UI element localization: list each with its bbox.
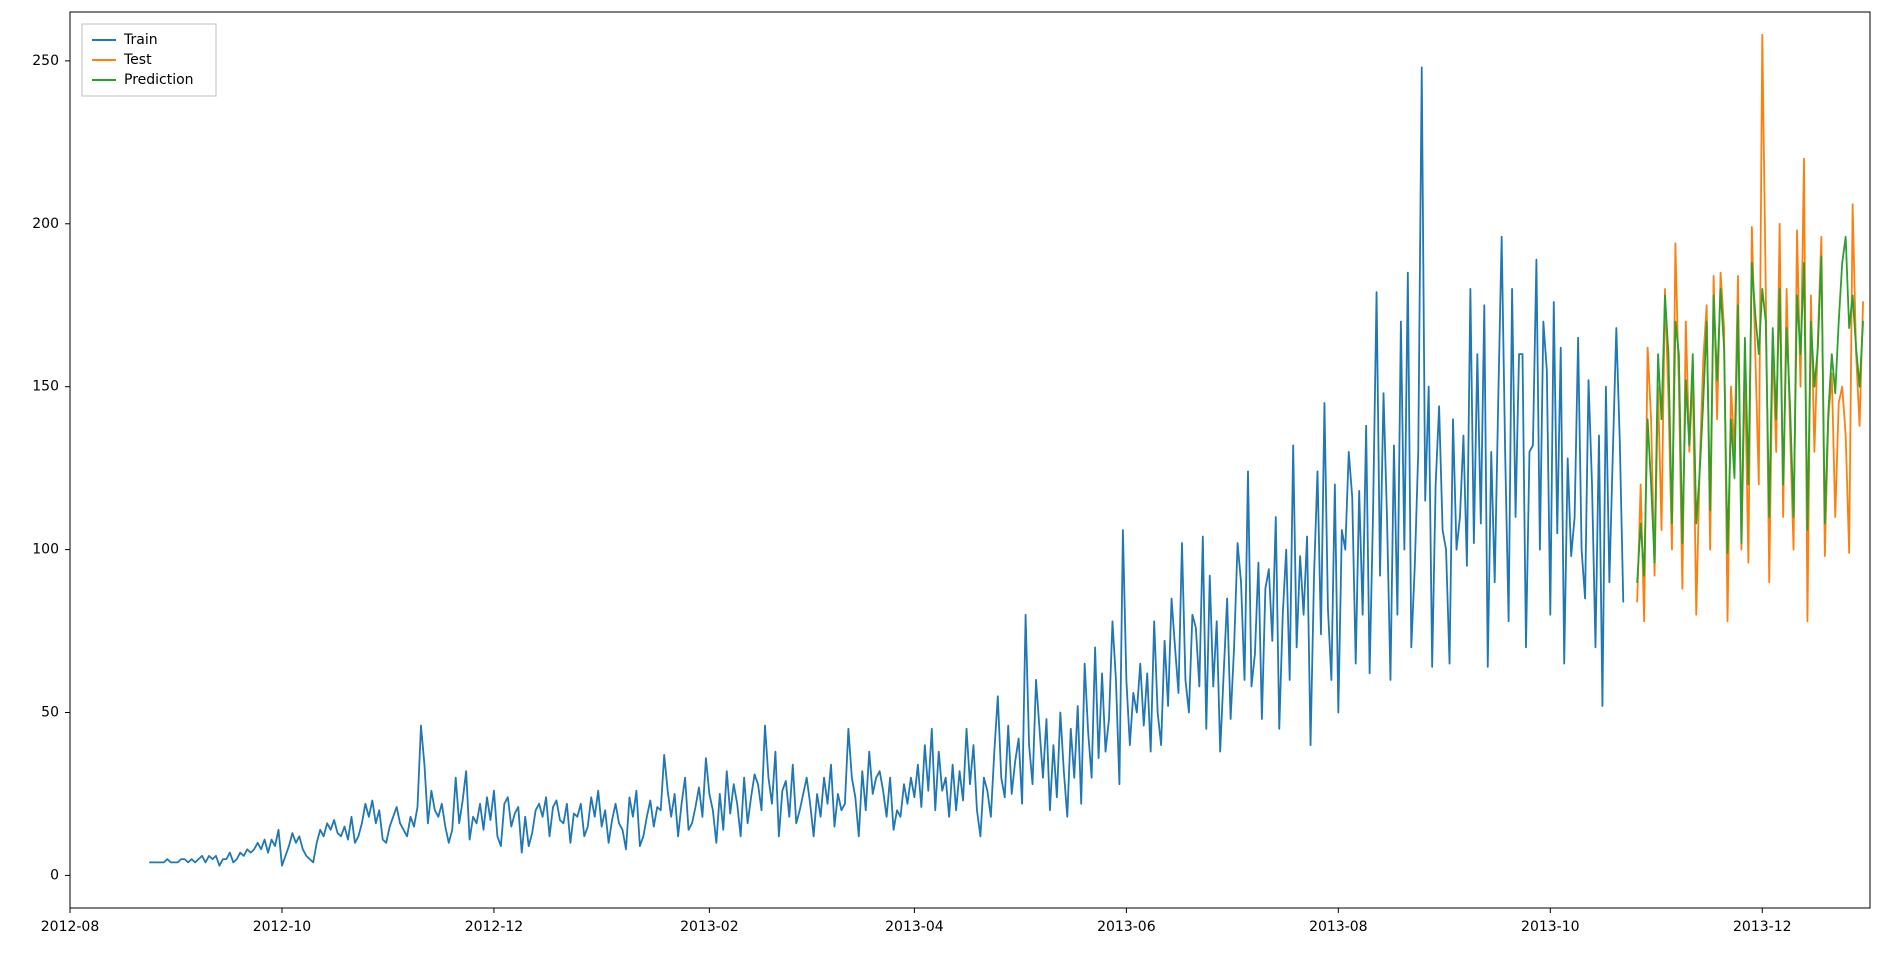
x-tick-label: 2012-08 xyxy=(41,919,100,935)
x-tick-label: 2013-12 xyxy=(1733,919,1792,935)
x-tick-label: 2013-10 xyxy=(1521,919,1580,935)
y-tick-label: 250 xyxy=(32,53,59,69)
y-tick-label: 0 xyxy=(50,867,59,883)
x-tick-label: 2013-02 xyxy=(680,919,739,935)
x-tick-label: 2013-06 xyxy=(1097,919,1156,935)
y-tick-label: 50 xyxy=(41,705,59,721)
legend-label: Train xyxy=(123,32,158,48)
x-tick-label: 2013-04 xyxy=(885,919,944,935)
y-tick-label: 150 xyxy=(32,379,59,395)
y-tick-label: 200 xyxy=(32,216,59,232)
legend-label: Prediction xyxy=(124,72,194,88)
legend: Train Test Prediction xyxy=(82,24,216,96)
x-tick-label: 2012-12 xyxy=(465,919,524,935)
chart-container: 0 50 100 150 200 250 2012-08 2012-10 2012-12 2013… xyxy=(0,0,1888,958)
timeseries-chart: 0 50 100 150 200 250 2012-08 2012-10 2012-12 2013… xyxy=(0,0,1888,958)
train-line xyxy=(150,67,1623,865)
legend-label: Test xyxy=(123,52,152,68)
x-tick-label: 2013-08 xyxy=(1309,919,1368,935)
y-tick-label: 100 xyxy=(32,542,59,558)
x-tick-label: 2012-10 xyxy=(253,919,312,935)
